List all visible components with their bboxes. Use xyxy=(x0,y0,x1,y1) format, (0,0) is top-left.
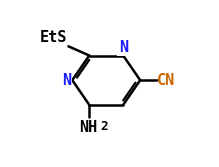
Text: EtS: EtS xyxy=(40,30,67,45)
Text: N: N xyxy=(62,73,71,88)
Text: NH: NH xyxy=(79,120,97,135)
Text: 2: 2 xyxy=(101,120,108,133)
Text: N: N xyxy=(119,40,128,55)
Text: CN: CN xyxy=(157,73,175,88)
